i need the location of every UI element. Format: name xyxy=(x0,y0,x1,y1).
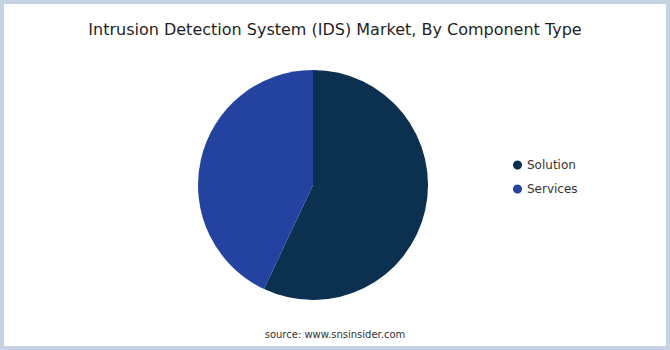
svg-text:Solution: Solution xyxy=(527,158,576,172)
svg-text:Services: Services xyxy=(527,182,578,196)
svg-text:Intrusion Detection System (ID: Intrusion Detection System (IDS) Market,… xyxy=(88,20,581,39)
svg-text:source: www.snsinsider.com: source: www.snsinsider.com xyxy=(265,329,406,340)
